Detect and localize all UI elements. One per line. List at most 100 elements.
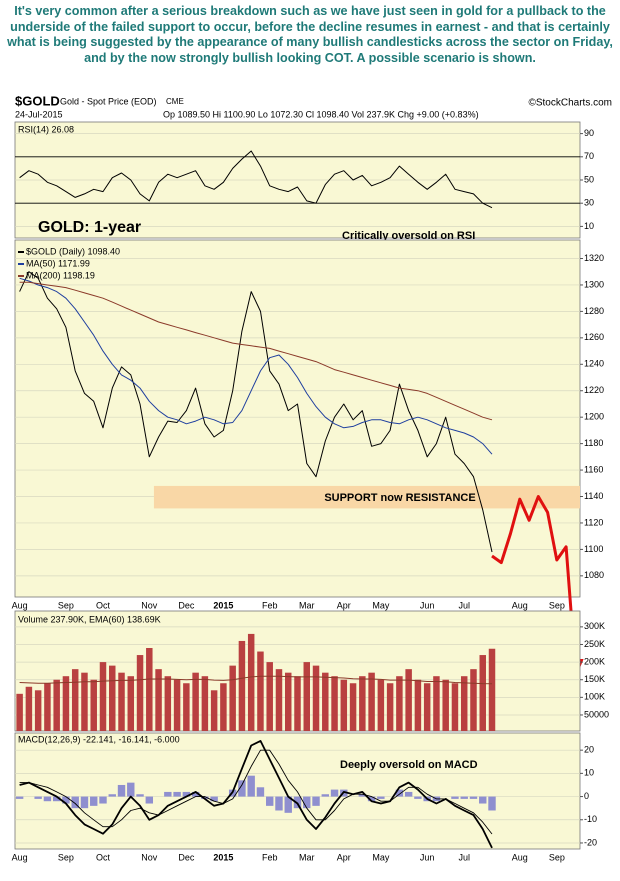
histogram-bar	[293, 796, 302, 809]
annotation: Deeply oversold on MACD	[340, 759, 478, 771]
x-tick-label: Dec	[178, 852, 195, 862]
histogram-bar	[127, 782, 135, 797]
volume-bar	[442, 679, 449, 731]
volume-bar	[220, 683, 227, 731]
volume-bar	[414, 679, 422, 731]
histogram-bar	[404, 791, 413, 797]
y-tick-label: 10	[584, 221, 594, 231]
volume-bar	[127, 676, 135, 731]
histogram-bar	[108, 794, 116, 797]
support-zone	[153, 485, 580, 509]
volume-bar	[192, 672, 199, 731]
histogram-bar	[330, 789, 339, 797]
volume-bar	[229, 665, 236, 731]
histogram-bar	[284, 796, 292, 813]
scenario-arrow	[491, 495, 584, 678]
series-line	[19, 150, 493, 209]
histogram-bar	[377, 796, 385, 799]
histogram-bar	[312, 796, 320, 806]
y-tick-label: 30	[584, 198, 594, 208]
volume-bar	[164, 676, 172, 731]
y-tick-label: 1160	[584, 464, 603, 474]
panel-background	[14, 732, 581, 850]
x-tick-label: Feb	[262, 852, 278, 862]
x-tick-label: Oct	[96, 852, 111, 862]
volume-bar	[146, 648, 153, 731]
volume-bar	[34, 690, 42, 731]
histogram-bar	[210, 796, 218, 802]
x-tick-label: Mar	[299, 600, 315, 610]
series-line	[19, 675, 493, 685]
volume-bar	[359, 676, 366, 731]
x-tick-label: May	[372, 600, 390, 610]
histogram-bar	[395, 789, 404, 797]
histogram-bar	[358, 794, 367, 797]
x-tick-label: Oct	[96, 600, 111, 610]
volume-bar	[155, 669, 162, 731]
x-tick-label: Mar	[299, 852, 315, 862]
series-line	[19, 271, 493, 553]
volume-bar	[423, 683, 431, 731]
y-tick-label: 20	[584, 745, 594, 755]
volume-bar	[136, 655, 144, 731]
x-tick-label: Apr	[337, 852, 351, 862]
x-tick-label: May	[372, 852, 390, 862]
y-tick-label: 1260	[584, 332, 604, 342]
y-tick-label: 1140	[584, 491, 603, 501]
volume-bar	[368, 672, 375, 731]
x-tick-label: Nov	[141, 852, 158, 862]
histogram-bar	[414, 796, 422, 799]
volume-bar	[247, 633, 255, 731]
histogram-bar	[303, 796, 311, 809]
volume-bar	[377, 679, 385, 731]
histogram-bar	[182, 791, 191, 797]
series-line	[19, 749, 493, 835]
x-tick-label: Jul	[458, 852, 470, 862]
x-tick-label: Apr	[337, 600, 351, 610]
volume-bar	[25, 686, 33, 731]
histogram-bar	[275, 796, 283, 811]
volume-bar	[451, 683, 459, 731]
y-tick-label: 1120	[584, 517, 603, 527]
volume-bar	[470, 669, 477, 731]
legend-label: $GOLD (Daily) 1098.40	[26, 246, 120, 256]
volume-bar	[90, 679, 97, 731]
commentary: It's very common after a serious breakdo…	[7, 4, 613, 65]
volume-bar	[16, 693, 23, 731]
histogram-bar	[99, 796, 107, 804]
y-tick-label: 100K	[584, 692, 605, 702]
histogram-bar	[15, 796, 24, 799]
volume-bar	[173, 679, 181, 731]
histogram-bar	[201, 796, 209, 799]
volume-bar	[183, 683, 190, 731]
series-line	[19, 740, 493, 849]
y-tick-label: 200K	[584, 656, 605, 666]
histogram-bar	[191, 791, 200, 797]
x-tick-label: 2015	[213, 852, 233, 862]
volume-bar	[294, 676, 301, 731]
histogram-bar	[460, 796, 468, 799]
exchange: CME	[166, 97, 184, 106]
x-tick-label: Jun	[420, 852, 435, 862]
histogram-bar	[488, 796, 496, 811]
y-tick-label: -20	[584, 837, 597, 847]
y-tick-label: 1320	[584, 253, 604, 263]
histogram-bar	[71, 796, 79, 809]
y-tick-label: 150K	[584, 674, 605, 684]
quote: Op 1089.50 Hi 1100.90 Lo 1072.30 Cl 1098…	[163, 109, 479, 119]
y-tick-label: 1200	[584, 412, 604, 422]
histogram-bar	[117, 784, 126, 797]
x-tick-label: Nov	[141, 600, 158, 610]
panel-label: Volume 237.90K, EMA(60) 138.69K	[18, 614, 161, 624]
volume-bar	[81, 672, 88, 731]
x-tick-label: Aug	[512, 600, 528, 610]
panel-label: MACD(12,26,9) -22.141, -16.141, -6.000	[18, 734, 180, 744]
instrument-name: Gold - Spot Price (EOD)	[60, 96, 157, 106]
histogram-bar	[43, 796, 52, 802]
x-tick-label: Dec	[178, 600, 195, 610]
volume-bar	[479, 655, 486, 731]
histogram-bar	[247, 775, 255, 797]
volume-bar	[71, 669, 79, 731]
y-tick-label: 1080	[584, 570, 604, 580]
